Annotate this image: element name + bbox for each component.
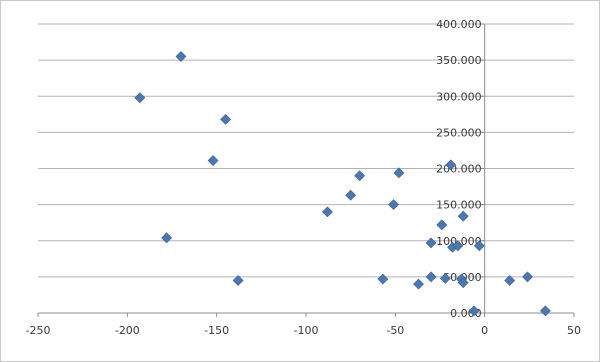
y-tick-label-7: 350.000 [436,54,482,67]
data-point-2 [220,113,232,125]
data-point-18 [377,273,389,285]
x-tick-label-5: 0 [481,324,488,337]
data-point-9 [393,167,405,179]
data-point-7 [345,189,357,201]
data-point-23 [457,277,469,289]
y-tick-label-4: 200.000 [436,163,482,176]
y-tick-label-2: 100.000 [436,235,482,248]
data-point-26 [522,271,533,283]
gridlines [38,23,574,278]
data-point-27 [539,305,551,317]
data-point-20 [425,271,437,283]
axes [37,23,575,317]
y-tick-label-8: 400.000 [436,18,482,31]
data-point-8 [354,170,366,182]
y-tick-label-3: 150.000 [436,199,482,212]
data-point-6 [322,206,333,218]
x-tick-label-3: -100 [294,324,319,337]
data-points [134,51,551,317]
data-point-3 [207,155,219,166]
data-point-16 [452,240,464,252]
y-tick-labels: 0.00050.000100.000150.000200.000250.0003… [436,18,482,320]
y-tick-label-6: 300.000 [436,90,482,103]
data-point-5 [232,275,244,286]
data-point-1 [134,92,146,104]
data-point-24 [468,305,480,317]
data-point-13 [436,219,448,231]
x-tick-label-6: 50 [567,324,581,337]
data-point-10 [388,199,399,211]
data-point-11 [445,159,457,171]
data-point-25 [504,275,516,286]
x-tick-label-2: -150 [204,324,229,337]
x-tick-label-1: -200 [115,324,140,337]
y-tick-label-5: 250.000 [436,126,482,139]
x-tick-label-4: -50 [386,324,404,337]
data-point-4 [161,232,173,244]
x-tick-label-0: -250 [26,324,51,337]
data-point-14 [425,237,437,249]
data-point-17 [473,240,485,252]
data-point-0 [175,51,187,62]
data-point-21 [439,272,451,284]
data-point-12 [457,210,469,222]
x-tick-labels: -250 -200 -150 -100 -50 0 50 [26,324,581,337]
data-point-19 [413,278,424,290]
